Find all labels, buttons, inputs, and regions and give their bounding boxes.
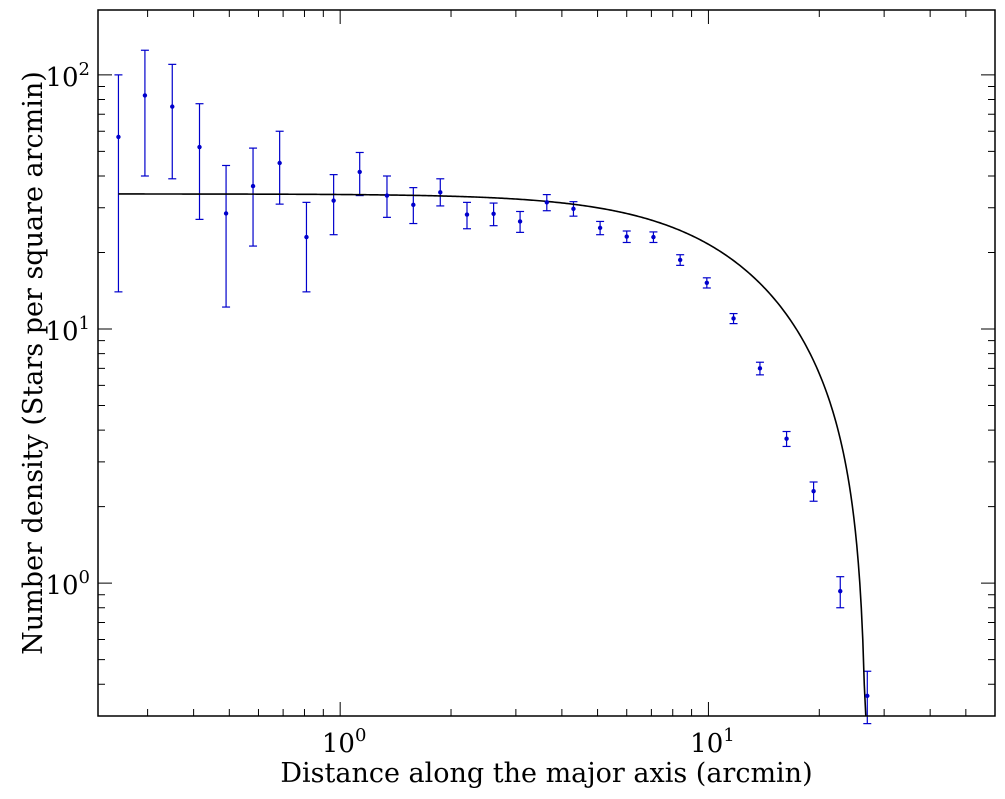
plot-frame <box>97 9 996 717</box>
data-point <box>197 144 202 150</box>
data-point <box>170 104 175 109</box>
data-point <box>704 280 710 285</box>
data-point <box>277 160 282 166</box>
data-points <box>116 93 870 699</box>
x-axis-label: Distance along the major axis (arcmin) <box>280 758 812 789</box>
data-point <box>838 588 843 594</box>
y-tick-label: 101 <box>45 313 90 347</box>
data-point <box>865 693 870 699</box>
data-point <box>571 206 576 212</box>
data-point <box>116 134 121 140</box>
data-point <box>464 212 470 217</box>
y-tick-label: 100 <box>45 567 90 601</box>
king-profile-fit-line <box>118 193 867 717</box>
data-point <box>597 225 603 231</box>
tick-exponent: 2 <box>79 59 90 80</box>
x-tick-label: 100 <box>322 725 367 759</box>
tick-exponent: 1 <box>79 313 90 334</box>
data-point <box>651 234 656 240</box>
tick-exponent: 0 <box>79 567 90 588</box>
data-point <box>731 316 736 321</box>
data-point <box>142 93 148 98</box>
y-axis-label: Number density (Stars per square arcmin) <box>18 71 49 655</box>
x-tick-label: 101 <box>690 725 735 759</box>
data-point <box>304 234 309 240</box>
data-point <box>784 436 789 441</box>
tick-base: 10 <box>322 729 355 759</box>
errorbar-series <box>114 49 872 725</box>
data-point <box>491 211 496 216</box>
data-point <box>811 488 816 494</box>
data-point <box>411 202 416 208</box>
data-point <box>438 190 443 195</box>
tick-exponent: 0 <box>355 725 366 746</box>
data-point <box>223 211 229 216</box>
data-point <box>757 366 763 371</box>
data-point <box>384 193 390 198</box>
tick-base: 10 <box>45 317 78 347</box>
data-point <box>331 198 336 203</box>
tick-exponent: 1 <box>723 725 734 746</box>
x-tick-labels: 100 101 <box>322 725 735 759</box>
data-point <box>250 183 256 189</box>
data-point <box>357 169 362 175</box>
axis-ticks <box>98 10 996 717</box>
data-point <box>624 234 629 239</box>
tick-base: 10 <box>45 63 78 93</box>
data-point <box>517 219 523 224</box>
tick-base: 10 <box>690 729 723 759</box>
y-tick-label: 102 <box>45 59 90 93</box>
data-point <box>544 200 549 205</box>
data-point <box>677 257 683 263</box>
tick-base: 10 <box>45 571 78 601</box>
